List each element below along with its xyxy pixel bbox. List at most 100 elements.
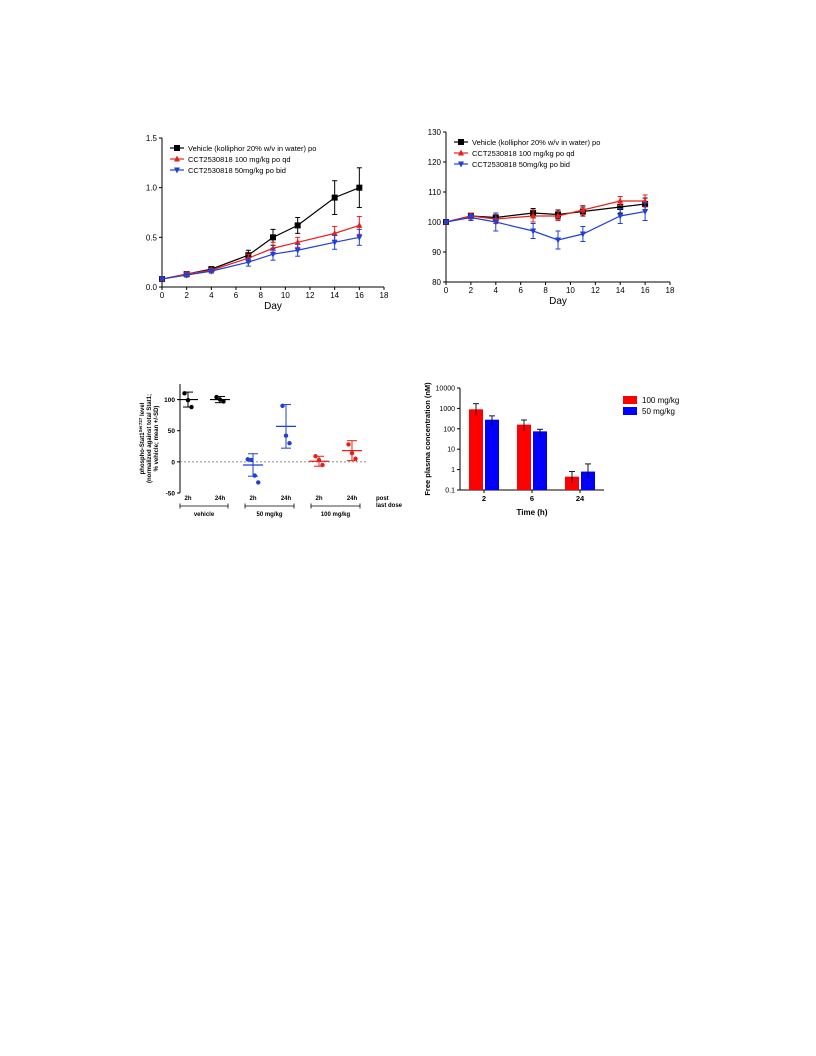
- c3-y-title-line2: (normalized against total Stat1;: [147, 394, 153, 483]
- c2-data-point: [443, 219, 449, 226]
- c1-data-point: [208, 268, 215, 275]
- c1-series-2: [159, 228, 363, 283]
- body-weight-chart-svg: 80 90 100 110 120 130 0 2 4 6 8 10 12 14 16 18 Day Vehicl…: [428, 128, 675, 307]
- c4-bar: [517, 424, 531, 490]
- c1-x-tick-label: 4: [209, 291, 214, 300]
- tumor-volume-chart-svg: 0.0 0.5 1.0 1.5 0 2 4 6 8 10 12 14 16 18 Day Vehicle (k…: [146, 134, 389, 312]
- c3-group-point: [210, 394, 230, 404]
- c2-data-point: [579, 231, 586, 238]
- plasma-concentration-chart-svg: Free plasma concentration (nM) 0.1 1 10 100 1…: [423, 382, 679, 517]
- c3-group-label: 100 mg/kg: [321, 512, 351, 518]
- c3-x-suffix-line2: last dose: [376, 503, 403, 509]
- c4-bar: [469, 409, 483, 490]
- c1-x-tick-label: 0: [160, 291, 165, 300]
- c3-x-tick-label: 24h: [347, 496, 358, 502]
- c3-data-point: [221, 399, 226, 404]
- c2-data-point: [617, 204, 624, 210]
- c1-y-tick-label: 1.5: [146, 134, 158, 143]
- c2-data-point: [579, 206, 586, 213]
- c2-data-point: [555, 212, 561, 219]
- c3-data-point: [287, 440, 292, 446]
- c3-data-point: [346, 442, 351, 447]
- c1-series-0: [159, 167, 363, 283]
- c3-data-point: [249, 457, 254, 463]
- c2-data-point: [530, 212, 537, 219]
- c1-series-line: [161, 187, 360, 280]
- c4-y-axis-title: Free plasma concentration (nM): [423, 382, 432, 496]
- c2-series-line: [445, 210, 646, 241]
- c3-x-tick-label: 24h: [215, 496, 226, 502]
- c4-bar: [581, 471, 595, 490]
- c1-data-point: [294, 247, 301, 254]
- c2-x-tick-label: 0: [444, 286, 449, 295]
- c1-data-point: [356, 221, 363, 228]
- c2-x-tick-label: 18: [666, 286, 675, 295]
- c1-x-tick-label: 8: [258, 291, 263, 300]
- c2-series-2: [443, 202, 649, 250]
- c3-group-point: [243, 453, 263, 485]
- c2-x-tick-label: 8: [543, 286, 548, 295]
- c2-legend-marker: [458, 139, 464, 145]
- c4-y-tick-label: 0.1: [445, 488, 455, 495]
- c3-data-point: [217, 397, 223, 402]
- c1-legend-marker: [174, 155, 180, 162]
- c4-legend-swatch: [623, 396, 637, 404]
- c3-group-label: vehicle: [194, 512, 215, 518]
- c2-y-tick-label: 120: [428, 158, 442, 167]
- c1-x-tick-label: 14: [330, 291, 339, 300]
- c1-data-point: [356, 234, 363, 241]
- c2-y-tick-label: 130: [428, 128, 442, 137]
- c3-data-point: [252, 473, 257, 478]
- c2-x-tick-label: 4: [494, 286, 499, 295]
- c3-data-point: [320, 462, 325, 468]
- c3-group-point: [309, 454, 329, 468]
- c1-data-point: [331, 194, 338, 201]
- c1-y-tick-label: 0.0: [146, 283, 158, 292]
- c4-y-tick-label: 100: [443, 426, 455, 433]
- c1-data-point: [356, 184, 363, 191]
- body-weight-chart: 80 90 100 110 120 130 0 2 4 6 8 10 12 14 16 18 Day Vehicl…: [420, 125, 680, 315]
- c2-x-tick-label: 2: [469, 286, 474, 295]
- c2-data-point: [642, 209, 649, 215]
- c1-data-point: [183, 272, 190, 279]
- c2-data-point: [530, 228, 537, 235]
- c3-y-tick-label: 100: [164, 397, 175, 404]
- c3-data-point: [313, 454, 318, 459]
- c4-y-tick-label: 1000: [439, 406, 455, 413]
- c1-data-point: [270, 251, 276, 258]
- c2-legend-label: CCT2530818 50mg/kg po bid: [472, 160, 570, 169]
- c3-x-tick-label: 24h: [281, 496, 292, 502]
- c1-legend-marker: [174, 145, 180, 151]
- c3-y-axis-title: phospho-Stat1Ser727 level (normalized aga…: [138, 394, 160, 483]
- c3-x-tick-label: 2h: [249, 496, 256, 502]
- c2-data-point: [467, 215, 474, 221]
- c2-legend-marker: [458, 161, 464, 168]
- c2-series-line: [445, 203, 646, 223]
- c3-group-point: [342, 440, 362, 462]
- c2-x-tick-label: 16: [641, 286, 650, 295]
- c1-legend-label: Vehicle (kolliphor 20% w/v in water) po: [188, 144, 316, 153]
- c3-data-point: [214, 394, 219, 400]
- c3-y-tick-label: 50: [168, 428, 176, 435]
- c1-data-point: [294, 238, 301, 245]
- tumor-volume-chart: 0.0 0.5 1.0 1.5 0 2 4 6 8 10 12 14 16 18 Day Vehicle (k…: [140, 130, 390, 315]
- c1-x-tick-label: 2: [184, 291, 189, 300]
- c2-x-tick-label: 10: [566, 286, 575, 295]
- phospho-stat1-chart-svg: phospho-Stat1Ser727 level (normalized aga…: [138, 384, 403, 518]
- c2-y-tick-label: 100: [428, 218, 442, 227]
- c2-x-tick-label: 12: [591, 286, 600, 295]
- c4-bar: [565, 476, 579, 490]
- c4-bar: [485, 419, 499, 490]
- c3-data-point: [182, 391, 187, 396]
- c2-x-tick-label: 6: [518, 286, 523, 295]
- c1-series-line: [161, 236, 360, 280]
- c1-data-point: [331, 229, 338, 236]
- c1-legend-label: CCT2530818 100 mg/kg po qd: [188, 155, 291, 164]
- c1-x-tick-label: 16: [355, 291, 364, 300]
- c3-group-label: 50 mg/kg: [256, 512, 282, 518]
- c2-legend-marker: [458, 149, 464, 156]
- c1-x-tick-label: 18: [380, 291, 389, 300]
- c3-data-point: [349, 450, 355, 456]
- c3-y-title-line1: phospho-Stat1Ser727 level: [138, 402, 146, 474]
- c4-legend-swatch: [623, 407, 637, 415]
